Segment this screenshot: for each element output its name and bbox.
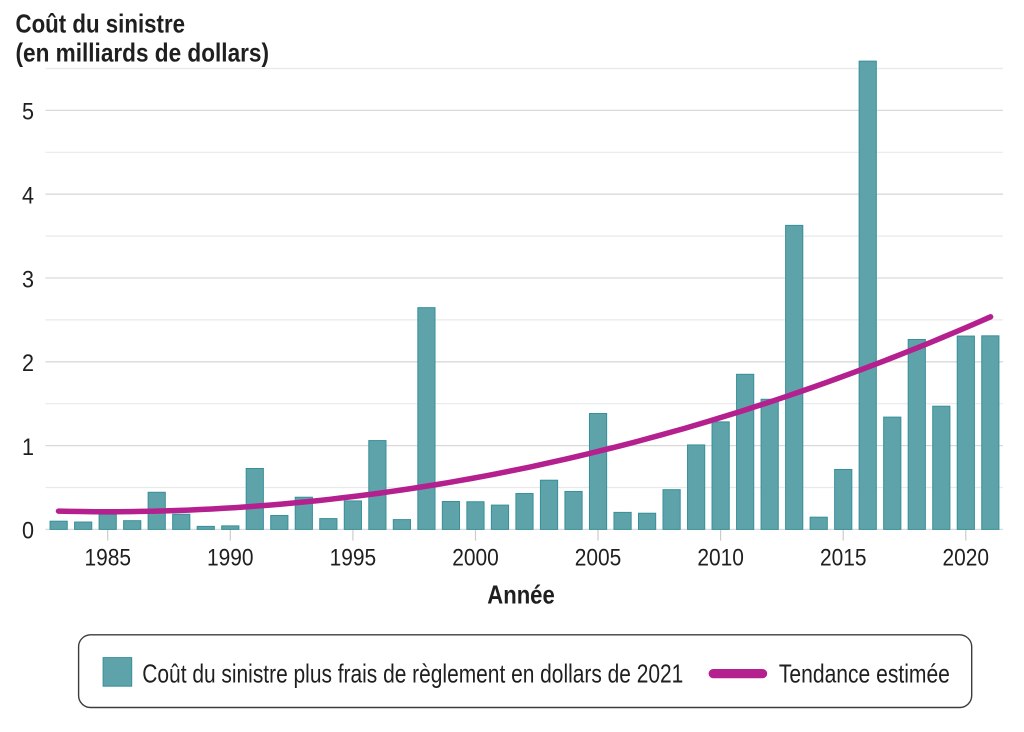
svg-text:3: 3 [22, 266, 34, 293]
svg-text:(en milliards de dollars): (en milliards de dollars) [16, 38, 270, 68]
svg-text:1990: 1990 [207, 544, 254, 571]
svg-text:2010: 2010 [697, 544, 744, 571]
svg-text:Tendance estimée: Tendance estimée [779, 658, 950, 688]
svg-text:Année: Année [487, 579, 555, 609]
svg-text:Coût du sinistre plus frais de: Coût du sinistre plus frais de règlement… [142, 658, 683, 688]
svg-text:1: 1 [22, 434, 34, 461]
svg-text:2005: 2005 [575, 544, 622, 571]
svg-text:2000: 2000 [452, 544, 499, 571]
svg-text:2015: 2015 [820, 544, 867, 571]
svg-text:1995: 1995 [330, 544, 377, 571]
svg-text:2: 2 [22, 350, 34, 377]
svg-text:1985: 1985 [84, 544, 131, 571]
svg-text:Coût du sinistre: Coût du sinistre [16, 9, 186, 39]
svg-text:4: 4 [22, 183, 34, 210]
svg-text:0: 0 [22, 518, 34, 545]
svg-text:5: 5 [22, 99, 34, 126]
svg-text:2020: 2020 [943, 544, 990, 571]
